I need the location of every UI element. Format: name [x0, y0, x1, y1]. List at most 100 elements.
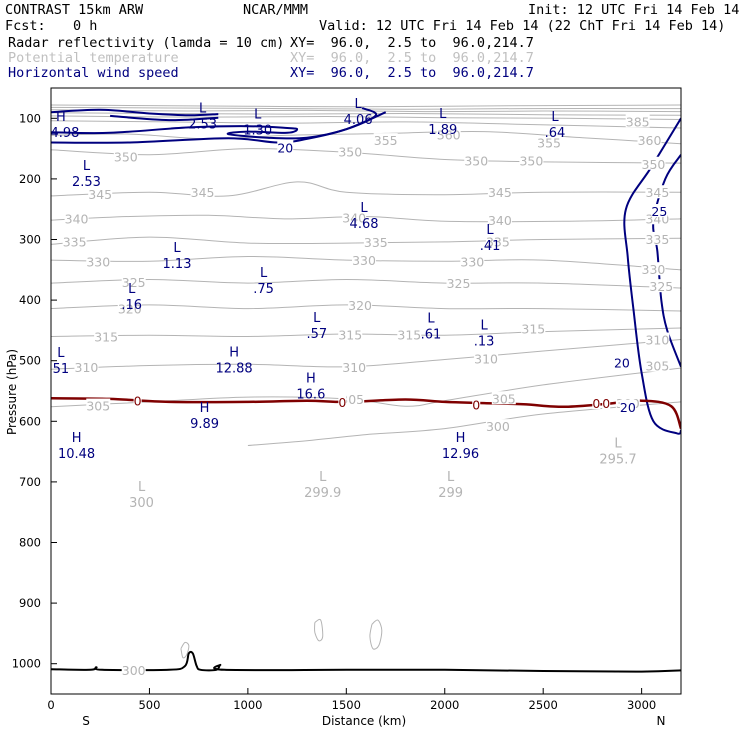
theta-label-bg [348, 297, 373, 311]
theta-label-bg [74, 359, 99, 373]
theta-label: 325 [649, 279, 673, 294]
extremum-value: 2.53 [72, 175, 101, 190]
y-tick-label: 100 [19, 111, 41, 125]
field-xy-reflectivity: XY= 96.0, 2.5 to 96.0,214.7 [290, 35, 534, 51]
freezing-level-label: 0 [472, 397, 480, 412]
field-name-wind: Horizontal wind speed [8, 65, 179, 81]
theta-label: 315 [397, 328, 421, 343]
freezing-level-label: 0 [134, 394, 142, 409]
theta-label: 315 [338, 328, 362, 343]
theta-label: 330 [460, 254, 484, 269]
theta-label-bg [338, 327, 363, 341]
extremum-value: .61 [421, 328, 442, 343]
wind-label-bg [651, 204, 668, 218]
wind-contour-20 [623, 117, 681, 435]
theta-label: 320 [118, 302, 142, 317]
extremum-type: H [72, 431, 82, 446]
theta-label: 340 [488, 213, 512, 228]
theta-contour-325 [51, 278, 681, 289]
extremum-value: 12.96 [442, 447, 479, 462]
theta-label: 355 [537, 136, 561, 151]
theta-label: 305 [492, 391, 516, 406]
theta-label-bg [487, 185, 512, 199]
theta-label: 350 [114, 149, 138, 164]
theta-contour-335 [51, 236, 681, 245]
field-name-theta: Potential temperature [8, 50, 179, 66]
wind-label-bg [613, 355, 630, 369]
theta-label-bg [338, 144, 363, 158]
theta-label: 315 [94, 329, 118, 344]
theta-label-bg [121, 662, 146, 676]
theta-label: 335 [364, 235, 388, 250]
y-axis-title: Pressure (hPa) [5, 349, 19, 435]
theta-label-bg [641, 156, 666, 170]
extremum-value: 1.13 [163, 257, 192, 272]
theta-label-bg [190, 185, 215, 199]
theta-label-bg [474, 351, 499, 365]
y-tick-label: 1000 [12, 657, 41, 671]
theta-contour-350 [51, 148, 681, 164]
theta-label: 310 [645, 332, 669, 347]
extremum-type: L [313, 311, 321, 326]
extremum-type: L [355, 97, 363, 112]
theta-label: 310 [75, 360, 99, 375]
theta-label-bg [121, 274, 146, 288]
freezing-level-label-bg [592, 396, 601, 410]
theta-contour-300 [247, 401, 681, 446]
extremum-type: L [427, 312, 435, 327]
extremum-value: 2.53 [188, 117, 217, 132]
theta-label: 300 [486, 419, 510, 434]
theta-label-bg [62, 234, 87, 248]
wind-contour-25 [110, 114, 219, 122]
extremum-type: H [306, 372, 316, 387]
x-tick-label: 0 [47, 698, 54, 712]
extremum-type: L [199, 101, 207, 116]
extremum-type: H [456, 431, 466, 446]
extremum-type: L [83, 159, 91, 174]
wind-contour-25 [51, 108, 219, 117]
theta-label-bg [537, 135, 562, 149]
theta-label: 385 [626, 114, 650, 129]
theta-label: 350 [642, 157, 666, 172]
theta-label-bg [521, 321, 546, 335]
wind-label: 20 [614, 356, 630, 371]
extremum-value: 10.48 [58, 447, 95, 462]
theta-label-bg [491, 391, 516, 405]
theta-label: 330 [352, 253, 376, 268]
extremum-type: L [319, 470, 327, 485]
extremum-value: .75 [253, 282, 274, 297]
theta-label: 325 [447, 276, 471, 291]
extremum-value: 299.9 [304, 486, 341, 501]
theta-contour-330 [51, 255, 681, 271]
theta-contour-385 [51, 104, 681, 108]
wind-contour-20 [51, 111, 387, 144]
theta-label: 345 [88, 187, 112, 202]
freezing-level-label-bg [133, 393, 142, 407]
y-tick-label: 400 [19, 293, 41, 307]
theta-label: 335 [486, 234, 510, 249]
x-tick-label: 2000 [430, 698, 459, 712]
theta-label: 305 [645, 359, 669, 374]
y-tick-label: 700 [19, 475, 41, 489]
extremum-type: L [447, 470, 455, 485]
theta-contour-360 [51, 120, 681, 129]
extremum-type: L [439, 107, 447, 122]
freezing-level-line [51, 397, 681, 430]
theta-label: 310 [474, 351, 498, 366]
theta-label-bg [64, 211, 89, 225]
valid-time: Valid: 12 UTC Fri 14 Feb 14 (22 ChT Fri … [319, 18, 726, 34]
extremum-type: H [200, 401, 210, 416]
extremum-value: 1.89 [428, 123, 457, 138]
extremum-value: .16 [121, 298, 142, 313]
theta-label-bg [342, 359, 367, 373]
field-name-reflectivity: Radar reflectivity (lamda = 10 cm) [8, 35, 285, 51]
init-time: Init: 12 UTC Fri 14 Feb 14 [528, 2, 740, 18]
theta-label-bg [645, 231, 670, 245]
x-axis-title: Distance (km) [322, 714, 406, 728]
extremum-value: .41 [480, 239, 501, 254]
theta-label-bg [641, 262, 666, 276]
reflectivity-blob [180, 641, 190, 659]
theta-label-bg [352, 253, 377, 267]
theta-label: 335 [63, 234, 87, 249]
theta-label-bg [485, 419, 510, 433]
